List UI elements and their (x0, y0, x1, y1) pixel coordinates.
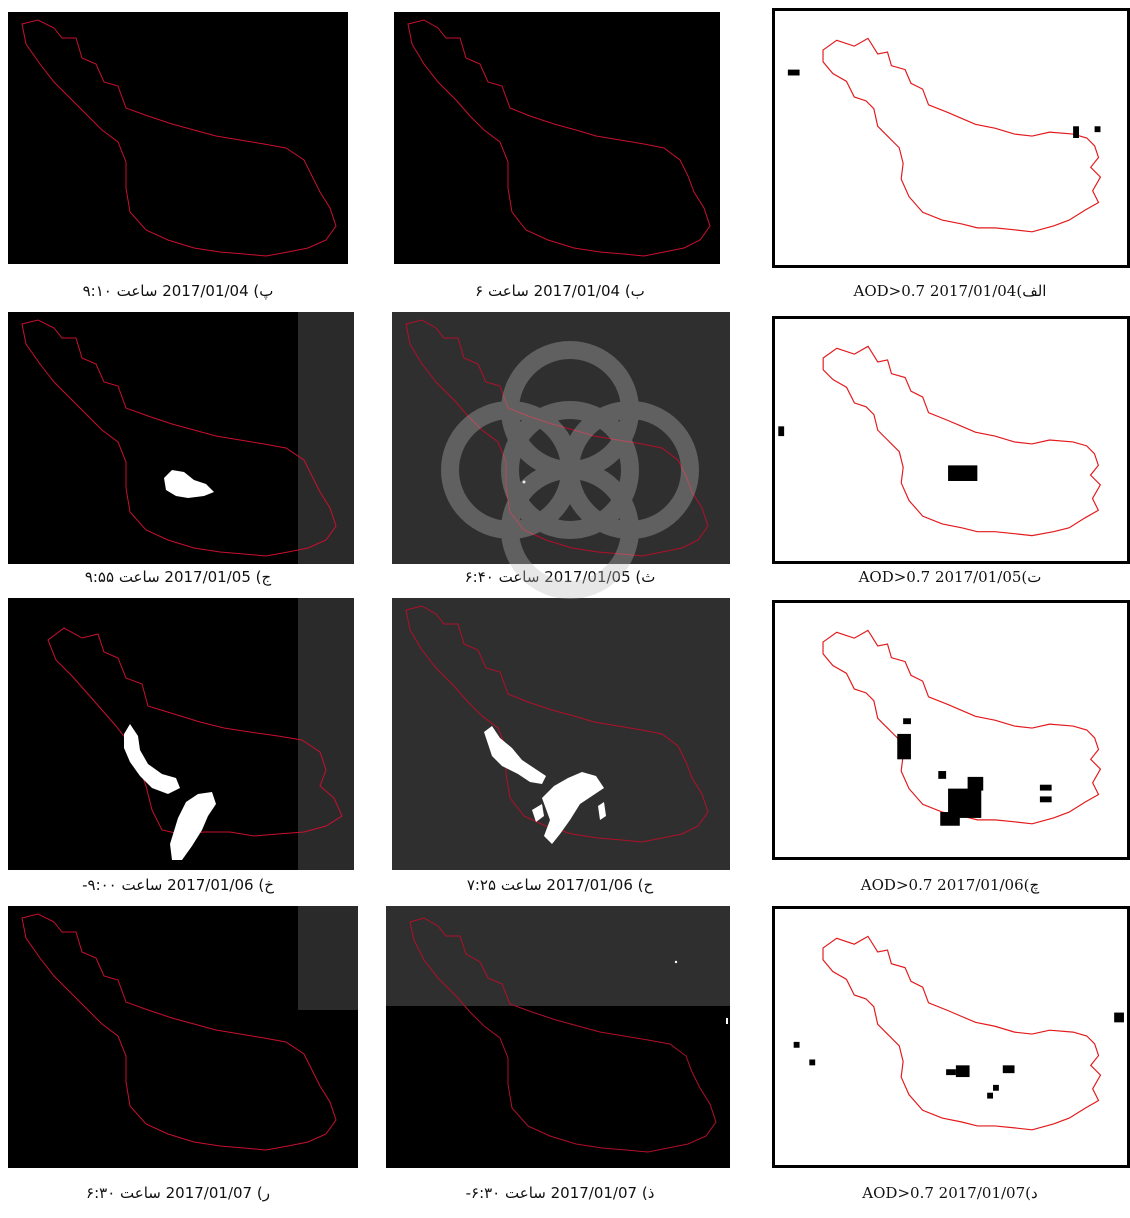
basin-outline (21, 319, 337, 557)
aod-pixel (1002, 1065, 1015, 1074)
gray-overlay (298, 906, 358, 1010)
basin-outline (21, 19, 337, 257)
dust-plume (532, 804, 544, 822)
aod-pixel (967, 776, 984, 791)
aod-pixel (1094, 126, 1101, 133)
dust-plume (124, 724, 180, 794)
caption-2017-01-07-0630-a: ذ) 2017/01/07 ساعت ۶:۳۰- (465, 1184, 655, 1202)
basin-outline (405, 605, 709, 843)
map-2017-01-04-0910 (21, 19, 337, 257)
aod-pixel (787, 69, 800, 76)
dust-spot (726, 1018, 728, 1024)
caption-2017-01-05-0955: ج) 2017/01/05 ساعت ۹:۵۵ (84, 568, 272, 586)
basin-outline (407, 19, 711, 257)
dust-plume (170, 792, 216, 860)
map-2017-01-06-0900 (47, 598, 354, 870)
caption-aod-2017-01-07: د)2017/01/07 AOD>0.7 (862, 1184, 1038, 1202)
caption-2017-01-04-0910: پ) 2017/01/04 ساعت ۹:۱۰ (82, 282, 274, 300)
basin-outline (822, 37, 1102, 233)
gray-overlay (392, 312, 730, 564)
map-2017-01-06-0725 (392, 598, 730, 870)
caption-aod-2017-01-06: چ)2017/01/06 AOD>0.7 (860, 876, 1040, 894)
panel-2017-01-05-0955 (8, 312, 354, 564)
panel-2017-01-05-0640 (392, 312, 730, 564)
aod-pixel (993, 1084, 999, 1091)
map-2017-01-05-0955 (21, 312, 354, 564)
panel-aod-2017-01-04 (772, 8, 1130, 268)
caption-aod-2017-01-04: الف)2017/01/04 AOD>0.7 (853, 282, 1047, 300)
map-aod-2017-01-04 (787, 37, 1102, 233)
aod-pixel (987, 1092, 994, 1099)
map-aod-2017-01-07 (793, 935, 1124, 1131)
dust-plume (598, 802, 606, 820)
map-aod-2017-01-06 (822, 629, 1102, 826)
aod-pixel (903, 718, 911, 725)
aod-pixel (940, 812, 960, 826)
caption-2017-01-07-0630-b: ر) 2017/01/07 ساعت ۶:۳۰ (86, 1184, 270, 1202)
aod-pixel (897, 733, 911, 760)
aod-pixel (948, 465, 978, 481)
panel-aod-2017-01-05 (772, 316, 1130, 564)
caption-2017-01-05-0640: ث) 2017/01/05 ساعت ۶:۴۰ (464, 568, 656, 586)
panel-2017-01-04-0910 (8, 12, 348, 264)
basin-outline (405, 319, 709, 557)
panel-2017-01-04-0600 (394, 12, 720, 264)
dust-spot (674, 960, 678, 964)
map-2017-01-07-0630-b (21, 906, 358, 1151)
aod-pixel (1039, 796, 1052, 803)
aod-pixel (955, 1065, 970, 1078)
caption-2017-01-06-0725: ح) 2017/01/06 ساعت ۷:۲۵ (466, 876, 654, 894)
caption-aod-2017-01-05: ت)2017/01/05 AOD>0.7 (858, 568, 1042, 586)
map-2017-01-04-0600 (407, 19, 711, 257)
gray-overlay (386, 906, 730, 1006)
gray-overlay (298, 598, 354, 870)
map-2017-01-05-0640 (392, 312, 730, 564)
panel-2017-01-06-0725 (392, 598, 730, 870)
map-2017-01-07-0630-a (386, 906, 730, 1153)
map-aod-2017-01-05 (778, 345, 1102, 537)
basin-outline (822, 629, 1102, 825)
aod-pixel (1073, 126, 1079, 138)
dust-plume (164, 470, 214, 498)
basin-outline (822, 935, 1102, 1131)
basin-outline (409, 917, 717, 1153)
aod-pixel (938, 771, 947, 779)
aod-pixel (809, 1059, 816, 1066)
dust-spot (522, 480, 526, 484)
caption-2017-01-06-0900: خ) 2017/01/06 ساعت ۹:۰۰- (82, 876, 274, 894)
panel-2017-01-07-0630-b (8, 906, 358, 1168)
panel-aod-2017-01-07 (772, 906, 1130, 1168)
gray-overlay (298, 312, 354, 564)
caption-2017-01-04-0600: ب) 2017/01/04 ساعت ۶ (475, 282, 645, 300)
basin-outline (21, 913, 337, 1151)
basin-outline (822, 345, 1102, 537)
dust-plume (542, 772, 604, 844)
panel-2017-01-06-0900 (8, 598, 354, 870)
panel-aod-2017-01-06 (772, 600, 1130, 860)
dust-plume (484, 726, 546, 784)
aod-pixel (1114, 1012, 1124, 1023)
aod-pixel (793, 1041, 800, 1048)
aod-pixel (946, 1069, 956, 1076)
aod-pixel (1039, 784, 1052, 791)
aod-pixel (778, 426, 785, 437)
panel-2017-01-07-0630-a (386, 906, 730, 1168)
